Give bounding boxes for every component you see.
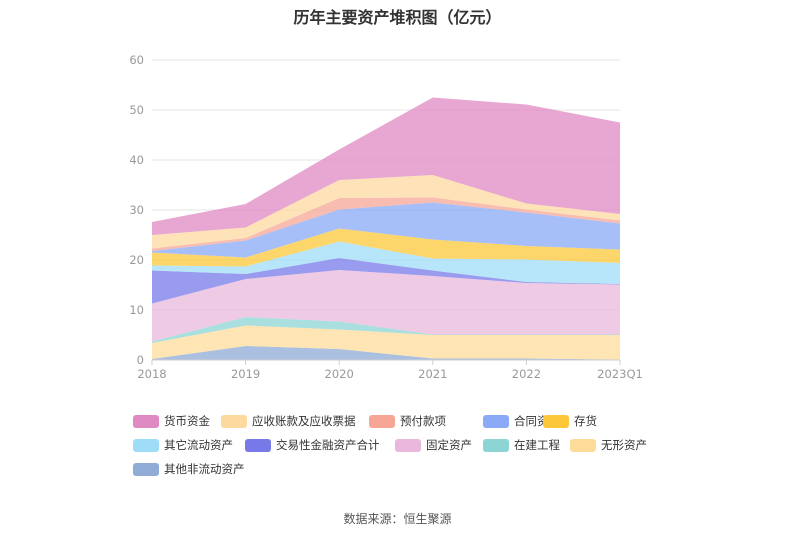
legend-item[interactable]: 无形资产 <box>570 436 647 454</box>
area-series-layer <box>152 97 620 360</box>
y-tick-label: 30 <box>129 203 144 217</box>
legend-label: 固定资产 <box>426 438 472 452</box>
area-series-0 <box>152 346 620 360</box>
area-series-2 <box>152 317 620 343</box>
legend-item[interactable]: 其它流动资产 <box>133 436 233 454</box>
legend-label: 其它流动资产 <box>164 438 233 452</box>
y-tick-label: 0 <box>137 353 144 367</box>
area-series-4 <box>152 258 620 304</box>
y-tick-label: 10 <box>129 303 144 317</box>
legend-swatch <box>245 438 271 452</box>
legend-item[interactable]: 应收账款及应收票据 <box>221 412 356 430</box>
legend-swatch <box>543 414 569 428</box>
legend-label: 其他非流动资产 <box>164 462 245 476</box>
legend-swatch <box>395 438 421 452</box>
legend-item[interactable]: 固定资产 <box>395 436 472 454</box>
x-tick-label: 2019 <box>231 367 260 381</box>
axes: 0 10 20 30 40 50 60 2018 2019 2020 2021 2022 2023Q1 <box>129 53 642 381</box>
x-tick-label: 2021 <box>418 367 447 381</box>
legend-item[interactable]: 存货 <box>543 412 597 430</box>
y-tick-label: 50 <box>129 103 144 117</box>
area-series-1 <box>152 325 620 360</box>
legend-item[interactable]: 货币资金 <box>133 412 210 430</box>
area-series-10 <box>152 97 620 235</box>
legend-label: 无形资产 <box>601 438 647 452</box>
x-tick-label: 2020 <box>325 367 354 381</box>
area-series-7 <box>152 202 620 258</box>
legend-item[interactable]: 交易性金融资产合计 <box>245 436 380 454</box>
legend-swatch <box>570 438 596 452</box>
y-tick-label: 60 <box>129 53 144 67</box>
x-tick-label: 2023Q1 <box>597 367 643 381</box>
legend-label: 在建工程 <box>514 438 560 452</box>
legend-swatch <box>133 414 159 428</box>
legend-swatch <box>483 414 509 428</box>
legend-swatch <box>133 462 159 476</box>
area-series-3 <box>152 270 620 342</box>
legend-label: 预付款项 <box>400 414 446 428</box>
chart-title: 历年主要资产堆积图（亿元） <box>293 8 502 27</box>
area-series-8 <box>152 197 620 251</box>
y-tick-label: 20 <box>129 253 144 267</box>
legend-label: 货币资金 <box>164 414 210 428</box>
x-tick-label: 2022 <box>512 367 541 381</box>
area-series-9 <box>152 175 620 249</box>
area-series-5 <box>152 241 620 284</box>
legend-swatch <box>221 414 247 428</box>
legend-swatch <box>483 438 509 452</box>
legend-swatch <box>369 414 395 428</box>
stacked-area-chart: 0 10 20 30 40 50 60 2018 2019 2020 2021 2022 2023Q1 <box>129 53 642 381</box>
source-note: 数据来源：恒生聚源 <box>343 512 452 526</box>
legend-label: 应收账款及应收票据 <box>252 414 356 428</box>
legend-swatch <box>133 438 159 452</box>
y-tick-label: 40 <box>129 153 144 167</box>
legend-item[interactable]: 预付款项 <box>369 412 446 430</box>
legend-label: 交易性金融资产合计 <box>276 438 380 452</box>
area-series-6 <box>152 228 620 267</box>
legend-item[interactable]: 其他非流动资产 <box>133 460 245 478</box>
legend-label: 存货 <box>574 414 597 428</box>
legend-item[interactable]: 在建工程 <box>483 436 560 454</box>
x-tick-label: 2018 <box>137 367 166 381</box>
